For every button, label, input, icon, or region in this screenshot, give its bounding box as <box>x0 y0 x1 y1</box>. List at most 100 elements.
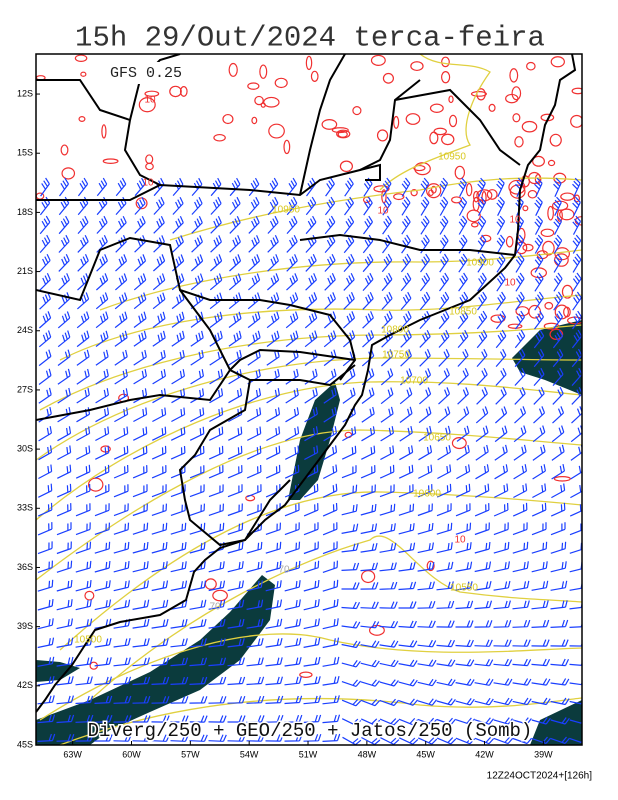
divergence-contour <box>204 578 217 590</box>
wind-barb <box>208 445 224 460</box>
wind-barb <box>152 273 166 291</box>
wind-barb <box>285 292 299 310</box>
wind-barb <box>96 254 108 272</box>
wind-barb <box>191 177 203 196</box>
wind-barb <box>303 541 319 555</box>
divergence-contour <box>526 61 536 71</box>
contour-labels: 10950 10950 10900 10850 10800 10750 10700 10650… <box>74 95 521 646</box>
wind-barb <box>77 177 89 197</box>
x-tick-label: 57W <box>181 749 200 759</box>
wind-barb <box>456 425 470 442</box>
wind-barb <box>189 542 206 554</box>
wind-barb <box>457 387 469 405</box>
wind-barb <box>476 310 488 330</box>
geopotential-label: 10750 <box>382 350 410 361</box>
wind-barb <box>38 387 52 404</box>
wind-barb <box>227 618 245 629</box>
wind-barb <box>189 676 208 685</box>
wind-barb <box>170 676 189 685</box>
wind-barb <box>170 561 187 573</box>
wind-barb <box>475 483 490 498</box>
wind-barb <box>417 600 436 609</box>
wind-barb <box>303 560 320 573</box>
wind-barb <box>534 234 544 254</box>
wind-barb <box>495 387 507 405</box>
wind-barb <box>37 579 54 592</box>
wind-barb <box>417 737 438 745</box>
wind-barb <box>436 678 456 687</box>
wind-barb <box>266 349 280 366</box>
wind-barb <box>379 503 396 516</box>
wind-barb <box>227 580 244 592</box>
divergence-contour <box>441 133 455 146</box>
wind-barb <box>534 272 544 292</box>
wind-barb <box>153 216 165 234</box>
wind-barb <box>341 562 360 571</box>
wind-barb <box>379 698 400 707</box>
wind-barb <box>152 407 167 423</box>
wind-barb <box>552 386 564 405</box>
wind-barb <box>417 698 437 706</box>
wind-barb <box>381 272 393 292</box>
divergence-contour <box>213 133 226 142</box>
wind-barb <box>59 177 70 197</box>
wind-barb <box>171 369 185 385</box>
wind-barb <box>533 386 545 405</box>
wind-barb <box>113 484 129 498</box>
wind-barb <box>38 445 53 461</box>
wind-barb <box>95 445 110 460</box>
divergence-contour <box>472 190 480 203</box>
plot-frame <box>35 53 583 746</box>
wind-barb <box>76 368 90 385</box>
divergence-contour <box>448 114 458 128</box>
wind-barb <box>550 541 567 554</box>
wind-barb <box>420 215 430 235</box>
wind-barb <box>94 484 110 498</box>
divergence-contour <box>451 196 463 204</box>
wind-barb <box>304 311 318 329</box>
wind-barb <box>572 253 582 273</box>
wind-barb <box>75 657 93 667</box>
y-tick-label: 39S <box>17 621 33 631</box>
wind-barb <box>475 425 489 442</box>
wind-barb <box>114 407 129 423</box>
wind-barb <box>132 618 150 629</box>
wind-barb <box>439 253 449 273</box>
wind-barb <box>571 406 582 424</box>
y-tick-label: 30S <box>17 443 33 453</box>
divergence-label: 10 <box>142 178 154 189</box>
wind-barb <box>208 696 227 704</box>
wind-barb <box>37 618 54 630</box>
wind-barb <box>170 657 189 667</box>
divergence-contour <box>511 86 522 101</box>
axes: 63W 60W 57W 54W 51W 48W 45W 42W 39W 12S 15S 18S 21S 2… <box>17 88 553 759</box>
divergence-contour <box>263 96 280 108</box>
wind-barb <box>436 620 455 628</box>
wind-barb <box>284 695 303 705</box>
wind-barb <box>210 254 223 272</box>
wind-barb <box>151 715 170 723</box>
wind-barb <box>417 581 435 591</box>
coastline-and-borders <box>36 54 577 713</box>
wind-barb <box>39 292 51 310</box>
wind-barb <box>227 638 245 648</box>
divergence-contour <box>553 476 571 482</box>
wind-barb <box>379 601 398 609</box>
wind-barb <box>304 407 318 423</box>
wind-barb <box>342 387 356 404</box>
wind-barb <box>286 215 298 234</box>
wind-barb <box>303 695 321 705</box>
wind-barb <box>493 600 511 610</box>
wind-barb <box>151 522 168 535</box>
wind-barb <box>151 484 167 498</box>
wind-barb <box>208 618 226 629</box>
wind-barb <box>305 196 317 216</box>
wind-barb <box>305 292 318 310</box>
wind-barb <box>343 253 355 272</box>
wind-barb <box>474 678 494 686</box>
wind-barb <box>477 272 487 292</box>
wind-barb <box>531 580 549 591</box>
divergence-contour <box>544 301 554 310</box>
x-tick-label: 48W <box>358 749 377 759</box>
divergence-contour <box>259 64 268 79</box>
